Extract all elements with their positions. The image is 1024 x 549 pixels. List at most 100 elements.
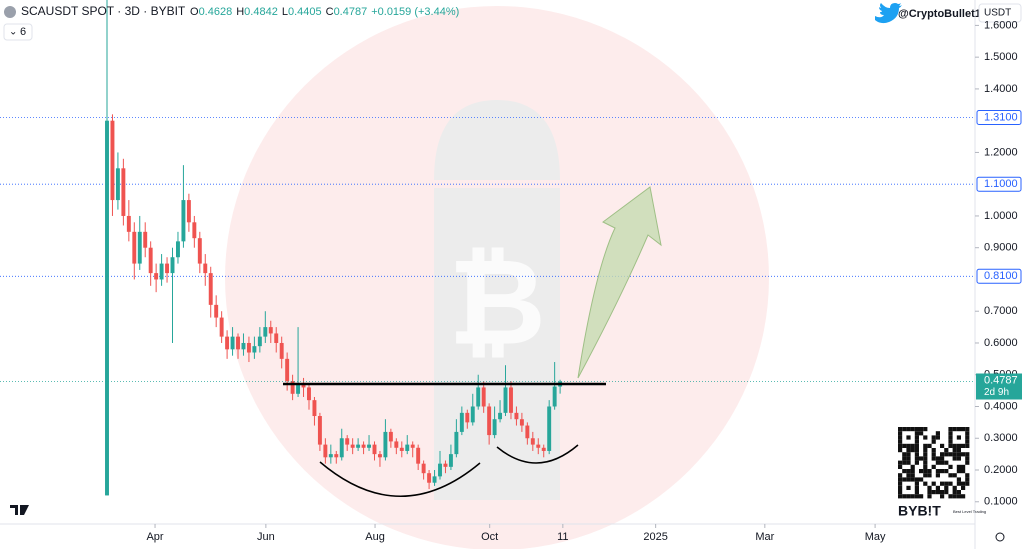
candle-body [186, 200, 191, 223]
candle-body [361, 444, 366, 448]
y-tick-label: 1.4000 [984, 83, 1018, 95]
qr-cell [935, 485, 940, 490]
candle-body [192, 222, 197, 239]
candle-body [427, 473, 432, 483]
qr-cell [931, 452, 936, 457]
x-tick-label: Aug [365, 531, 385, 543]
qr-cell [898, 473, 903, 478]
candle-body [416, 447, 421, 464]
qr-cell [952, 456, 957, 461]
qr-cell [961, 469, 966, 474]
qr-cell [944, 481, 949, 486]
candle-body [225, 336, 230, 350]
qr-cell [910, 473, 915, 478]
candle-body [492, 419, 497, 436]
qr-cell [952, 473, 957, 478]
qr-cell [923, 460, 928, 465]
y-tick-label: 0.3000 [984, 432, 1018, 444]
candle-body [399, 447, 404, 451]
candle-body [350, 444, 355, 448]
ohlc-value: 0.4405 [288, 6, 322, 18]
qr-cell [902, 452, 907, 457]
candle-body [487, 406, 492, 436]
qr-cell [898, 485, 903, 490]
candle-body [530, 438, 535, 445]
qr-cell [961, 494, 966, 499]
candle-body [257, 336, 262, 347]
qr-cell [952, 443, 957, 448]
candle-body [148, 247, 153, 274]
qr-cell [906, 485, 911, 490]
qr-cell [906, 473, 911, 478]
ohlc-value: 0.4787 [334, 6, 368, 18]
ohlc-key: C [326, 6, 334, 18]
candle-body [372, 444, 377, 455]
qr-cell [910, 469, 915, 474]
qr-cell [898, 464, 903, 469]
candle-body [509, 387, 513, 413]
qr-cell [910, 427, 915, 432]
candle-body [377, 454, 382, 458]
qr-cell [914, 490, 919, 495]
qr-cell [902, 460, 907, 465]
candle-body [230, 336, 235, 350]
y-tick-label: 1.2000 [984, 146, 1018, 158]
qr-cell [956, 427, 961, 432]
qr-cell [931, 448, 936, 453]
qr-cell [906, 477, 911, 482]
candle-body [296, 384, 301, 394]
candle-body [143, 231, 148, 248]
qr-cell [931, 435, 936, 440]
qr-cell [902, 443, 907, 448]
qr-cell [940, 443, 945, 448]
qr-cell [952, 427, 957, 432]
candle-body [432, 476, 437, 483]
candle-body [285, 358, 290, 382]
qr-cell [944, 469, 949, 474]
qr-cell [952, 448, 957, 453]
candle-body [203, 263, 208, 274]
qr-cell [898, 494, 903, 499]
currency-button[interactable] [978, 3, 1022, 23]
qr-cell [935, 469, 940, 474]
qr-cell [902, 469, 907, 474]
qr-cell [935, 473, 940, 478]
qr-cell [931, 439, 936, 444]
candle-body [268, 327, 273, 334]
candle-body [547, 406, 552, 451]
y-tick-label: 1.5000 [984, 51, 1018, 63]
twitter-handle: @CryptoBullet1 [898, 8, 981, 20]
qr-cell [914, 427, 919, 432]
candle-body [236, 336, 240, 350]
qr-cell [902, 427, 907, 432]
candle-body [121, 168, 126, 216]
level-label: 0.8100 [984, 270, 1018, 282]
candle-body [241, 342, 246, 350]
qr-cell [965, 431, 970, 436]
qr-cell [961, 464, 966, 469]
qr-cell [961, 452, 966, 457]
candle-body [181, 200, 186, 242]
qr-cell [944, 485, 949, 490]
ohlc-key: H [236, 6, 244, 18]
qr-cell [898, 439, 903, 444]
candle-body [438, 463, 442, 477]
candle-body [476, 387, 481, 407]
level-box [976, 268, 1022, 284]
candle-body [246, 342, 251, 353]
candle-body [514, 412, 519, 420]
qr-cell [914, 456, 919, 461]
indicator-toggle[interactable] [3, 23, 33, 41]
qr-cell [919, 456, 924, 461]
qr-cell [914, 439, 919, 444]
qr-cell [927, 443, 932, 448]
settings-icon[interactable] [995, 532, 1005, 542]
qr-cell [940, 456, 945, 461]
level-label: 1.1000 [984, 178, 1018, 190]
x-tick-label: 11 [557, 531, 568, 543]
y-tick-label: 0.9000 [984, 242, 1018, 254]
qr-cell [910, 464, 915, 469]
ohlc-key: L [282, 6, 288, 18]
qr-cell [956, 494, 961, 499]
